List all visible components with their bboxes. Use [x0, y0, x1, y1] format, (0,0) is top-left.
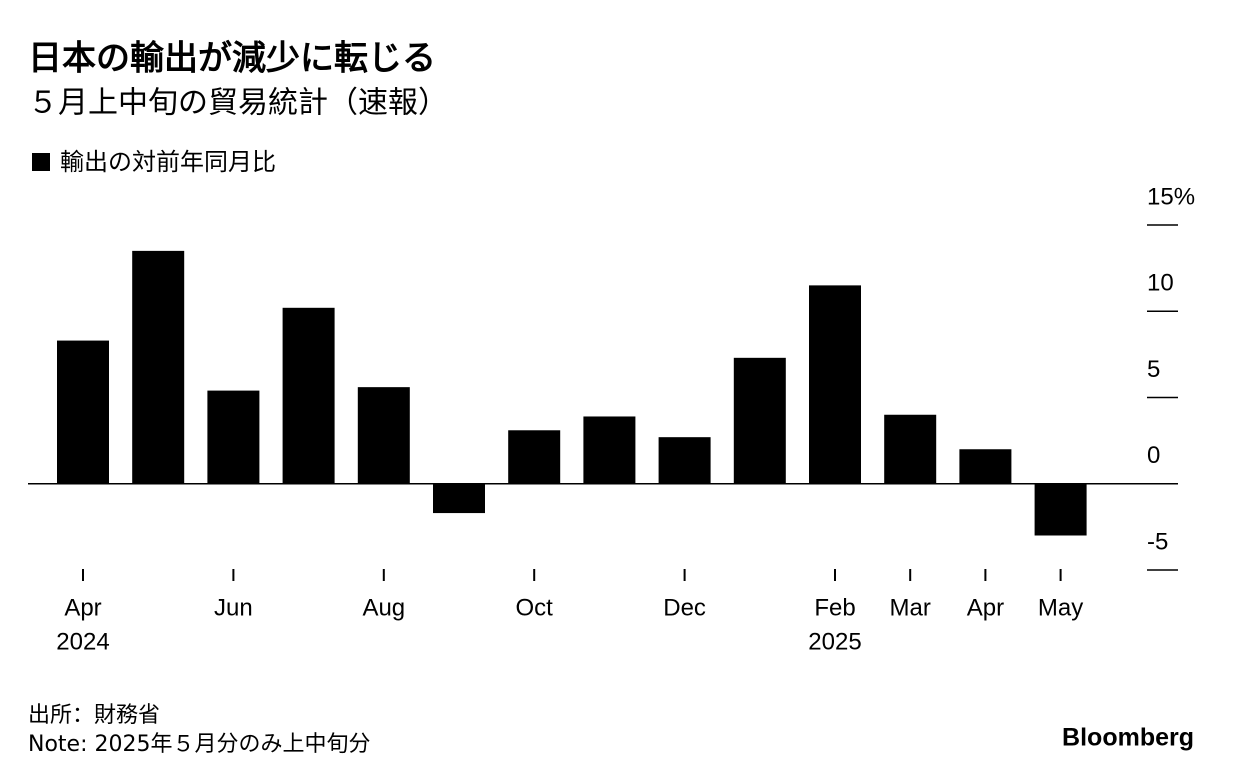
x-year-label: 2025: [808, 628, 861, 655]
bar: [658, 437, 711, 484]
y-tick-label: 5: [1147, 356, 1160, 383]
x-tick-label: Apr: [967, 594, 1004, 621]
x-tick-label: Jun: [214, 594, 253, 621]
bar: [959, 449, 1012, 484]
bar: [57, 340, 109, 484]
chart-title: 日本の輸出が減少に転じる: [28, 39, 436, 79]
bar: [357, 387, 410, 484]
legend-label: 輸出の対前年同月比: [60, 148, 276, 176]
y-tick-label: 0: [1147, 442, 1160, 469]
x-tick-label: Dec: [663, 594, 706, 621]
bar: [207, 390, 260, 484]
bar: [508, 430, 561, 484]
brand: Bloomberg: [1062, 724, 1194, 752]
y-tick-label: 10: [1147, 270, 1174, 297]
legend-swatch: [32, 153, 50, 171]
x-tick-label: Mar: [890, 594, 931, 621]
y-tick-label: 15%: [1147, 183, 1195, 210]
bar: [433, 483, 485, 514]
x-tick-label: Feb: [814, 594, 855, 621]
bar: [1034, 483, 1087, 536]
x-tick-label: Aug: [362, 594, 405, 621]
source: 出所：財務省: [28, 703, 160, 728]
chart-subtitle: ５月上中旬の貿易統計（速報）: [28, 86, 448, 121]
x-tick-label: May: [1038, 594, 1083, 621]
bar: [282, 307, 335, 484]
bar: [809, 285, 861, 484]
bar: [132, 250, 185, 484]
x-tick-label: Apr: [64, 594, 101, 621]
note: Note: 2025年５月分のみ上中旬分: [28, 732, 370, 757]
bar: [884, 414, 937, 484]
bar: [733, 357, 786, 484]
y-tick-label: -5: [1147, 528, 1168, 555]
x-tick-label: Oct: [516, 594, 554, 621]
bar: [583, 416, 636, 484]
x-year-label: 2024: [56, 628, 109, 655]
